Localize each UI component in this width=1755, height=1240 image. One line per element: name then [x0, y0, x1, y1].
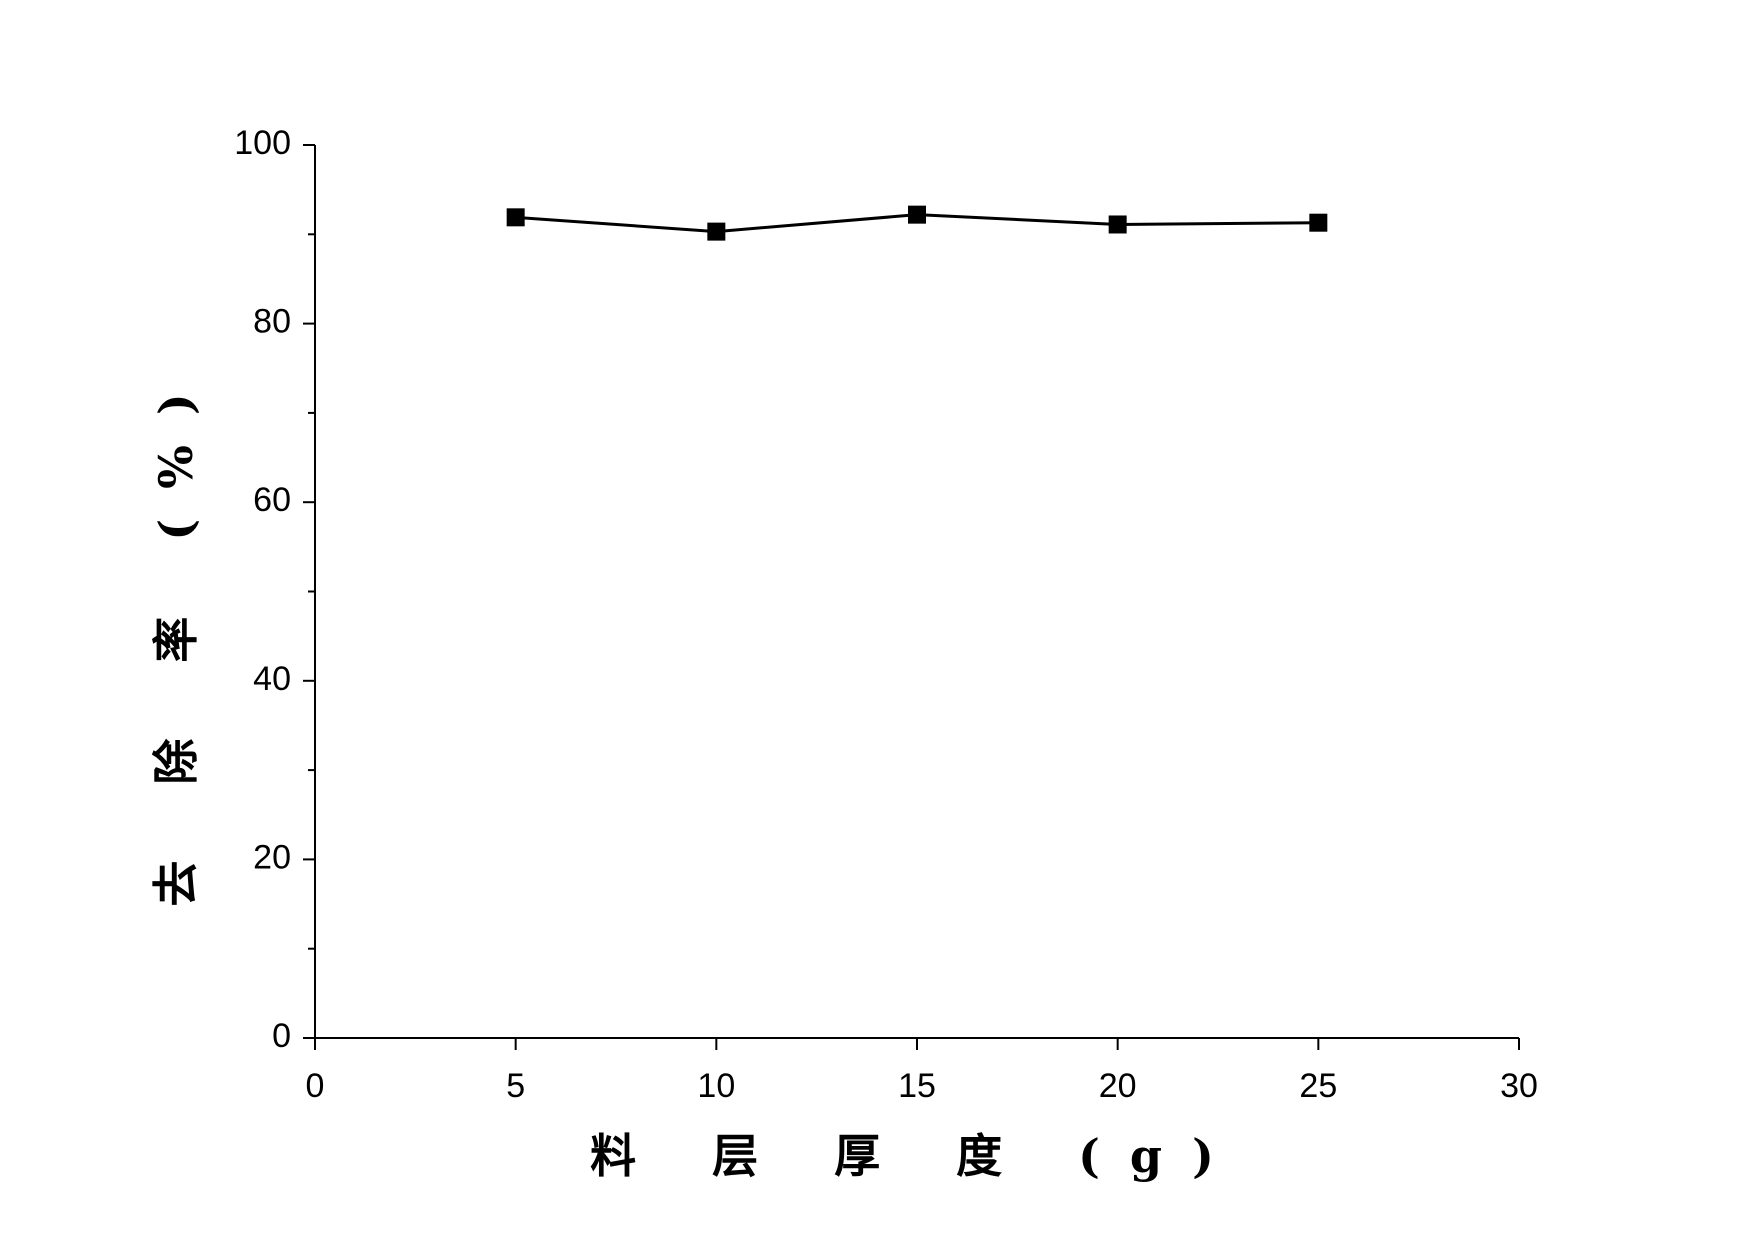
x-tick-label: 25: [1299, 1067, 1337, 1105]
y-tick-label: 0: [272, 1017, 291, 1055]
marker: [1309, 213, 1328, 232]
x-axis-title: 料 层 厚 度 (g): [590, 1129, 1244, 1183]
y-axis-title: 去 除 率 (%): [149, 363, 203, 906]
marker: [506, 208, 525, 227]
y-tick-label: 80: [253, 303, 291, 341]
x-tick-label: 5: [506, 1067, 525, 1105]
y-tick-label: 100: [234, 124, 291, 162]
x-tick-label: 20: [1099, 1067, 1137, 1105]
marker: [908, 205, 926, 224]
y-tick-label: 20: [253, 838, 291, 876]
marker: [707, 222, 726, 241]
marker: [1108, 215, 1127, 234]
y-tick-label: 40: [253, 660, 291, 698]
x-tick-label: 15: [898, 1067, 936, 1105]
x-tick-label: 30: [1500, 1067, 1538, 1105]
y-tick-label: 60: [253, 481, 291, 519]
x-tick-label: 0: [306, 1067, 325, 1105]
x-tick-label: 10: [697, 1067, 735, 1105]
